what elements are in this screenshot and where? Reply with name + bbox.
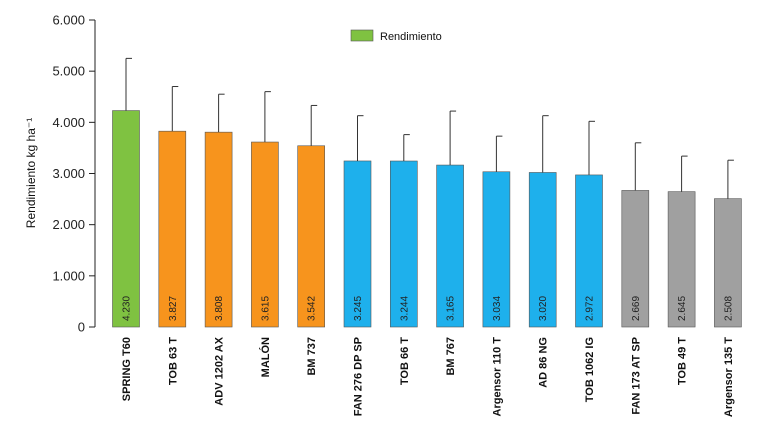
bar — [528, 172, 557, 328]
x-tick-label: AD 86 NG — [538, 337, 550, 388]
bar-value-label: 2.972 — [585, 296, 596, 321]
bar — [112, 110, 140, 328]
x-tick-label: TOB 49 T — [677, 337, 689, 385]
bar-value-label: 3.244 — [399, 296, 410, 321]
bar-value-label: 3.827 — [168, 296, 179, 321]
x-tick-label: SPRING T60 — [121, 337, 133, 401]
x-tick-label: ADV 1202 AX — [214, 336, 226, 405]
y-tick-label: 3.000 — [52, 166, 85, 181]
y-tick-label: 2.000 — [52, 217, 85, 232]
y-tick-label: 6.000 — [52, 13, 85, 28]
y-axis-label: Rendimiento kg ha⁻¹ — [24, 118, 38, 228]
y-tick-label: 4.000 — [52, 115, 85, 130]
bar — [621, 190, 650, 328]
bar — [667, 191, 696, 328]
y-axis: 0 1.000 2.000 3.000 4.000 5.000 6.000 — [52, 13, 96, 335]
bar-value-label: 2.645 — [677, 296, 688, 321]
y-tick-label: 0 — [78, 320, 85, 335]
bar — [482, 171, 511, 328]
x-tick-label: TOB 66 T — [399, 337, 411, 385]
bar — [158, 130, 187, 328]
bar-value-label: 2.508 — [723, 296, 734, 321]
legend: Rendimiento — [350, 29, 442, 43]
bar-value-label: 3.542 — [307, 296, 318, 321]
bar-value-label: 3.034 — [492, 296, 503, 321]
bar — [714, 198, 742, 328]
x-tick-label: TOB 1062 IG — [584, 337, 596, 402]
bar-value-label: 3.245 — [353, 296, 364, 321]
x-tick-label: TOB 63 T — [167, 337, 179, 385]
legend-label: Rendimiento — [380, 31, 442, 43]
y-tick-label: 5.000 — [52, 64, 85, 79]
bar-value-label: 3.808 — [214, 296, 225, 321]
x-tick-label: FAN 276 DP SP — [353, 337, 365, 416]
y-tick-label: 1.000 — [52, 268, 85, 283]
bar — [251, 141, 279, 328]
bar — [204, 131, 233, 328]
bar-value-label: 3.020 — [538, 296, 549, 321]
bar — [575, 174, 603, 328]
bar-value-label: 2.669 — [631, 296, 642, 321]
x-axis-labels: SPRING T60 TOB 63 T ADV 1202 AX MALÓN BM 737… — [121, 336, 735, 417]
legend-swatch — [350, 29, 374, 42]
x-tick-label: BM 737 — [306, 337, 318, 376]
bar-value-label: 4.230 — [122, 296, 133, 321]
bars: 4.230 3.827 3.808 3.615 3.542 3.245 3.244 3.165… — [112, 110, 742, 328]
x-tick-label: MALÓN — [259, 337, 272, 377]
bar-value-label: 3.165 — [446, 296, 457, 321]
x-tick-label: Argensor 135 T — [723, 337, 735, 417]
bar — [343, 160, 372, 328]
bar — [297, 145, 326, 328]
x-tick-label: Argensor 110 T — [491, 337, 503, 417]
x-tick-label: FAN 173 AT SP — [630, 337, 642, 415]
error-bars — [125, 57, 734, 199]
x-tick-label: BM 767 — [445, 337, 457, 376]
bar-value-label: 3.615 — [260, 296, 271, 321]
